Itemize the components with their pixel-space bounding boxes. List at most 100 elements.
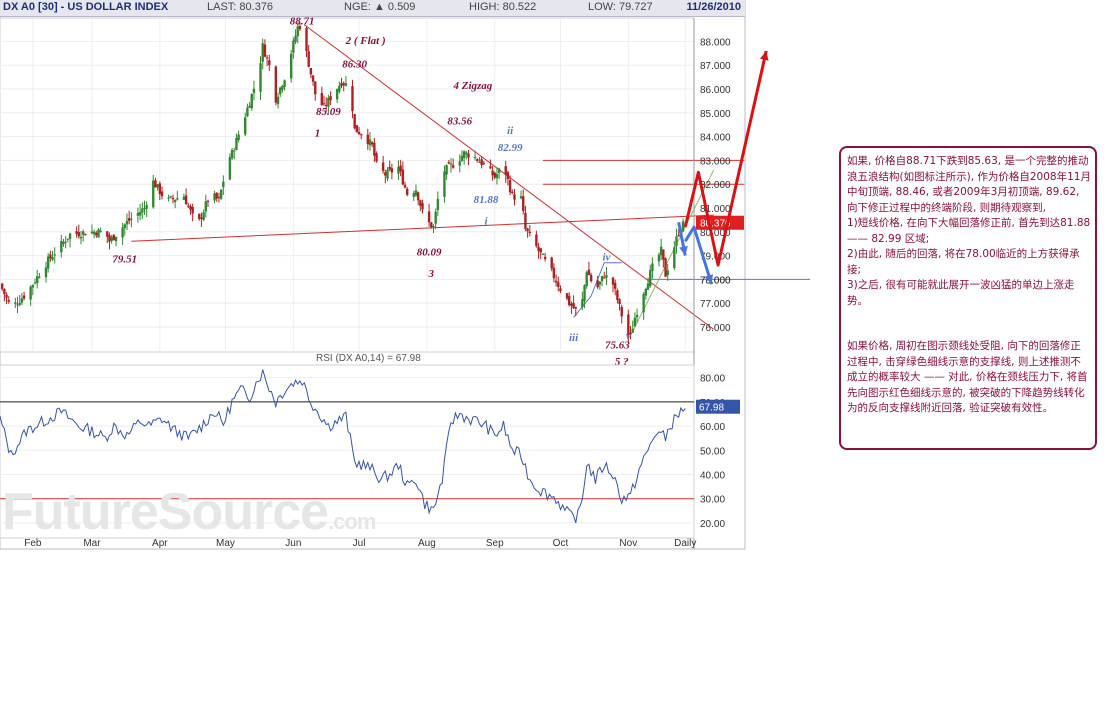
wave-annotation: v [626, 330, 631, 342]
candle-body [84, 234, 87, 236]
candle-body [235, 137, 238, 150]
candle-body [616, 290, 619, 300]
candle-body [673, 247, 676, 268]
candle-body [489, 166, 492, 169]
candle-body [519, 196, 523, 199]
x-tick-label: May [216, 538, 235, 549]
candle-body [322, 103, 326, 105]
change-value: NGE: ▲ 0.509 [344, 1, 416, 13]
price-tick-label: 81.000 [700, 204, 731, 215]
candle-body [184, 195, 188, 205]
quote-header: DX A0 [30] - US DOLLAR INDEX LAST: 80.37… [0, 0, 745, 17]
candle-body [613, 282, 617, 289]
forecast-blue-arrow-head [704, 274, 714, 285]
candle-body [460, 155, 464, 161]
candle-body [44, 267, 48, 278]
wave-annotation: ii [507, 125, 514, 137]
candle-body [33, 282, 37, 284]
candle-body [353, 114, 356, 129]
candle-body [495, 173, 499, 179]
candle-body [458, 161, 461, 166]
candle-body [237, 134, 240, 140]
candle-body [145, 205, 148, 209]
candle-body [646, 283, 650, 290]
candle-body [414, 190, 418, 196]
candle-body [677, 234, 680, 236]
candle-body [90, 231, 94, 234]
candle-body [276, 96, 280, 105]
candle-body [230, 150, 234, 159]
candle-body [473, 156, 477, 158]
x-tick-label: Jun [285, 538, 301, 549]
note-paragraph-1: 如果, 价格自88.71下跌到85.63, 是一个完整的推动浪五浪结构(如图标注… [847, 155, 1091, 307]
candle-body [629, 332, 632, 334]
candle-body [342, 83, 345, 86]
candle-body [497, 168, 501, 173]
candle-body [79, 236, 83, 239]
candle-body [675, 236, 678, 246]
rsi-line [0, 369, 686, 524]
candle-body [445, 165, 448, 175]
candle-body [403, 184, 407, 188]
candle-body [381, 162, 385, 171]
candle-body [14, 302, 17, 304]
watermark: FutureSource.com [2, 482, 376, 542]
rsi-tag-label: 67.98 [699, 403, 724, 414]
candle-body [169, 196, 172, 198]
candle-body [31, 284, 35, 288]
candle-body [603, 277, 606, 279]
price-tick-label: 80.000 [700, 228, 731, 239]
candle-body [513, 194, 516, 200]
rsi-tick-label: 20.00 [700, 519, 725, 530]
candle-body [657, 254, 661, 262]
candle-body [263, 44, 267, 57]
candle-body [22, 295, 26, 299]
candle-body [416, 192, 420, 201]
candle-body [248, 105, 251, 108]
candle-body [480, 159, 483, 166]
candle-body [412, 193, 415, 197]
candle-body [550, 257, 553, 269]
candle-body [522, 196, 525, 211]
candle-body [138, 212, 142, 216]
candle-body [574, 307, 577, 309]
candle-body [292, 40, 295, 53]
candle-body [156, 184, 159, 188]
wave-annotation: iii [569, 332, 579, 344]
candle-body [279, 87, 282, 95]
candle-body [68, 233, 72, 240]
candle-body [390, 168, 394, 173]
candle-body [338, 85, 341, 92]
rsi-tick-label: 50.00 [700, 446, 725, 457]
price-tick-label: 84.000 [700, 133, 731, 144]
candle-body [344, 83, 348, 86]
forecast-blue-small-arrow-head [679, 245, 688, 256]
candle-body [552, 267, 556, 279]
candle-body [535, 234, 538, 247]
candle-body [233, 150, 236, 152]
price-tag-label: 80.376 [700, 219, 731, 230]
wave-annotation: 3 [428, 268, 435, 280]
candle-body [110, 237, 113, 241]
candle-body [508, 180, 512, 193]
candle-body [384, 172, 387, 176]
x-tick-label: Feb [24, 538, 42, 549]
candle-body [543, 256, 547, 260]
wave-annotation: 1 [315, 128, 321, 140]
candle-body [596, 280, 599, 288]
candle-body [314, 81, 317, 95]
note-paragraph-2: 如果价格, 周初在图示颈线处受阻, 向下的回落修正过程中, 击穿绿色细线示意的支… [847, 340, 1088, 414]
candle-body [16, 304, 19, 306]
candle-body [228, 157, 232, 180]
candle-body [125, 220, 129, 225]
candle-body [399, 165, 402, 172]
last-price: LAST: 80.376 [207, 1, 274, 13]
candle-body [289, 53, 293, 79]
candle-body [360, 134, 363, 136]
candle-body [565, 293, 569, 299]
candle-body [202, 212, 205, 220]
price-tick-label: 86.000 [700, 85, 731, 96]
candle-body [335, 89, 339, 100]
candle-body [259, 63, 262, 92]
candle-body [250, 93, 253, 109]
